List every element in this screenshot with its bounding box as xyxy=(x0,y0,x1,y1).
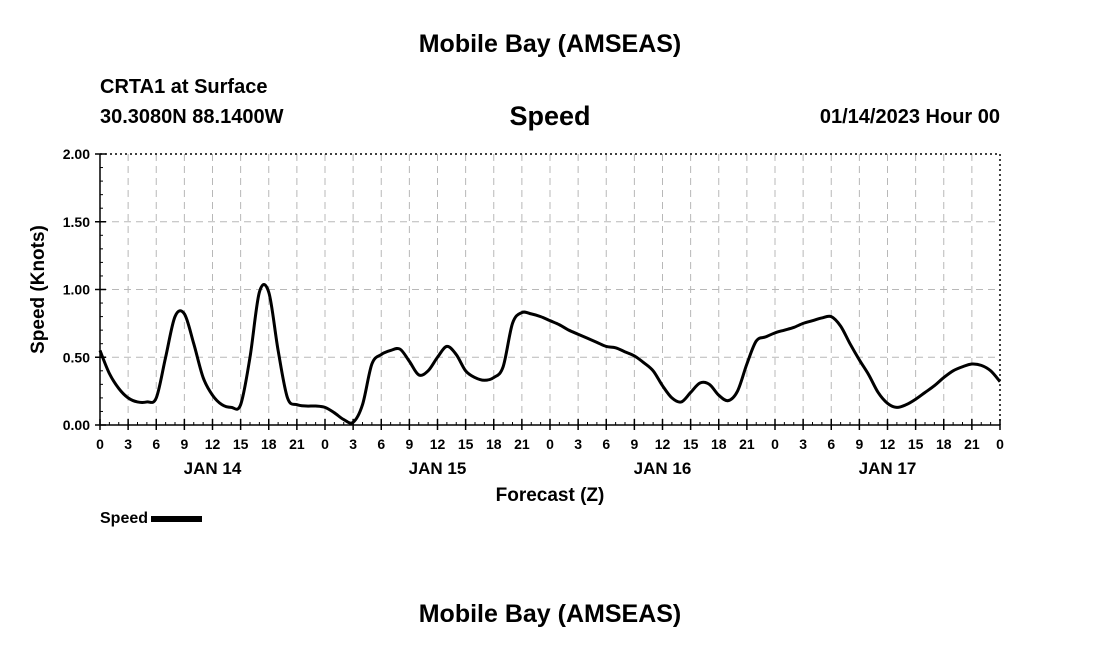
x-tick-label: 12 xyxy=(655,436,671,452)
x-tick-label: 3 xyxy=(574,436,582,452)
x-tick-label: 12 xyxy=(430,436,446,452)
x-tick-label: 3 xyxy=(799,436,807,452)
x-tick-label: 18 xyxy=(486,436,502,452)
station-label: CRTA1 at Surface xyxy=(100,76,268,98)
x-tick-label: 0 xyxy=(771,436,779,452)
chart-bottom-title: Mobile Bay (AMSEAS) xyxy=(418,600,682,628)
x-tick-label: 21 xyxy=(964,436,980,452)
y-tick-label: 2.00 xyxy=(63,146,90,162)
x-tick-label: 3 xyxy=(124,436,132,452)
x-tick-label: 18 xyxy=(261,436,277,452)
legend-label: Speed xyxy=(100,510,149,527)
x-tick-label: 12 xyxy=(880,436,896,452)
x-tick-label: 9 xyxy=(180,436,188,452)
variable-title: Speed xyxy=(509,101,591,131)
y-tick-label: 1.50 xyxy=(63,214,90,230)
x-tick-label: 9 xyxy=(855,436,863,452)
x-tick-label: 6 xyxy=(152,436,160,452)
x-tick-label: 9 xyxy=(405,436,413,452)
coordinates-label: 30.3080N 88.1400W xyxy=(100,106,284,128)
x-tick-label: 18 xyxy=(936,436,952,452)
x-day-label: JAN 14 xyxy=(184,459,242,478)
x-tick-label: 0 xyxy=(546,436,554,452)
y-axis-label: Speed (Knots) xyxy=(28,225,49,354)
y-tick-label: 0.00 xyxy=(63,417,90,433)
x-tick-label: 15 xyxy=(458,436,474,452)
x-tick-label: 21 xyxy=(514,436,530,452)
x-tick-label: 21 xyxy=(739,436,755,452)
y-tick-label: 1.00 xyxy=(63,282,90,298)
x-tick-label: 6 xyxy=(827,436,835,452)
x-tick-label: 15 xyxy=(908,436,924,452)
x-tick-label: 21 xyxy=(289,436,305,452)
x-tick-label: 0 xyxy=(96,436,104,452)
y-tick-label: 0.50 xyxy=(63,349,90,365)
x-tick-label: 6 xyxy=(377,436,385,452)
x-tick-label: 3 xyxy=(349,436,357,452)
forecast-datetime: 01/14/2023 Hour 00 xyxy=(819,106,1000,128)
x-day-label: JAN 16 xyxy=(634,459,692,478)
chart-main-title: Mobile Bay (AMSEAS) xyxy=(418,30,682,58)
legend: Speed xyxy=(100,510,203,528)
legend-line-swatch xyxy=(151,516,203,522)
x-day-label: JAN 17 xyxy=(859,459,917,478)
x-tick-label: 12 xyxy=(205,436,221,452)
x-tick-label: 15 xyxy=(683,436,699,452)
x-tick-label: 15 xyxy=(233,436,249,452)
x-day-label: JAN 15 xyxy=(409,459,467,478)
x-tick-label: 0 xyxy=(996,436,1004,452)
x-tick-label: 6 xyxy=(602,436,610,452)
x-tick-label: 9 xyxy=(630,436,638,452)
series-line-speed xyxy=(98,283,1002,425)
x-tick-label: 18 xyxy=(711,436,727,452)
x-tick-label: 0 xyxy=(321,436,329,452)
x-axis-label: Forecast (Z) xyxy=(496,485,605,506)
